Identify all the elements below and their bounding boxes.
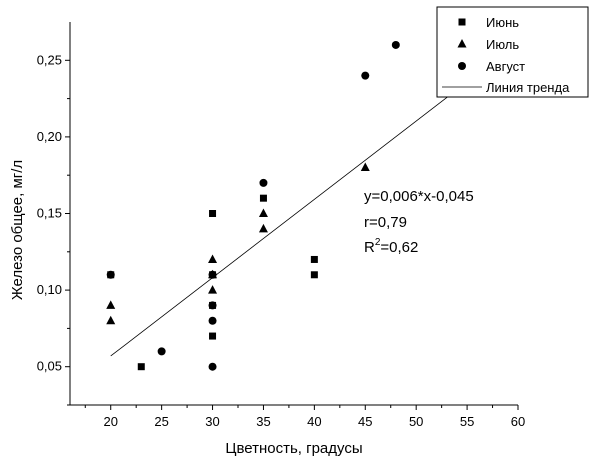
data-point-square xyxy=(137,363,145,371)
trend-line xyxy=(110,73,478,357)
legend-label: Июль xyxy=(486,37,519,52)
y-ticks: 0,05 0,10 0,15 0,20 0,25 xyxy=(37,52,70,406)
data-point-triangle xyxy=(208,285,218,294)
legend-marker-triangle xyxy=(457,39,467,48)
r-squared-value: =0,62 xyxy=(380,239,418,256)
x-ticks: 20 25 30 35 40 45 50 55 60 xyxy=(84,405,525,429)
legend: Июнь Июль Август Линия тренда xyxy=(436,6,589,98)
legend-label: Июнь xyxy=(486,15,519,30)
x-tick-label: 35 xyxy=(256,414,270,429)
x-axis-title: Цветность, градусы xyxy=(225,440,362,457)
data-point-triangle xyxy=(106,315,116,325)
y-tick-label: 0,10 xyxy=(37,282,62,297)
data-points xyxy=(106,40,481,371)
data-point-circle xyxy=(361,71,370,80)
data-point-triangle xyxy=(106,300,116,309)
r-squared-superscript: 2 xyxy=(375,237,381,248)
data-point-square xyxy=(209,332,217,340)
data-point-square xyxy=(209,210,217,217)
x-tick-label: 20 xyxy=(103,414,117,429)
correlation-r: r=0,79 xyxy=(364,214,407,231)
x-tick-label: 40 xyxy=(307,414,321,429)
r-squared-prefix: R xyxy=(364,239,375,256)
regression-annotation: y=0,006*x-0,045 r=0,79 R2=0,62 xyxy=(364,188,474,256)
data-point-circle xyxy=(208,270,217,279)
x-tick-label: 45 xyxy=(358,414,372,429)
data-point-circle xyxy=(157,347,166,356)
legend-label: Август xyxy=(486,59,525,74)
legend-marker-square xyxy=(458,18,466,26)
data-point-triangle xyxy=(258,223,268,233)
x-tick-label: 60 xyxy=(511,414,525,429)
legend-marker-circle xyxy=(458,62,466,70)
x-tick-label: 50 xyxy=(409,414,423,429)
r-squared: R2=0,62 xyxy=(364,237,418,256)
data-point-triangle xyxy=(360,162,370,172)
data-point-circle xyxy=(259,178,268,187)
data-point-circle xyxy=(106,270,115,279)
legend-label: Линия тренда xyxy=(486,80,570,95)
y-tick-label: 0,20 xyxy=(37,129,62,144)
data-point-square xyxy=(259,194,267,202)
data-point-square xyxy=(310,255,318,263)
data-point-square xyxy=(310,271,318,279)
data-point-circle xyxy=(391,40,400,49)
data-point-circle xyxy=(208,316,217,325)
data-point-triangle xyxy=(208,254,218,263)
data-point-circle xyxy=(208,301,217,310)
x-tick-label: 30 xyxy=(205,414,219,429)
data-point-circle xyxy=(208,362,217,371)
regression-equation: y=0,006*x-0,045 xyxy=(364,188,474,205)
trend-line-group xyxy=(110,73,478,357)
y-tick-label: 0,25 xyxy=(37,52,62,67)
y-tick-label: 0,15 xyxy=(37,206,62,221)
x-tick-label: 55 xyxy=(460,414,474,429)
y-axis-title: Железо общее, мг/л xyxy=(9,160,26,300)
data-point-triangle xyxy=(258,208,268,217)
x-tick-label: 25 xyxy=(154,414,168,429)
y-tick-label: 0,05 xyxy=(37,359,62,374)
